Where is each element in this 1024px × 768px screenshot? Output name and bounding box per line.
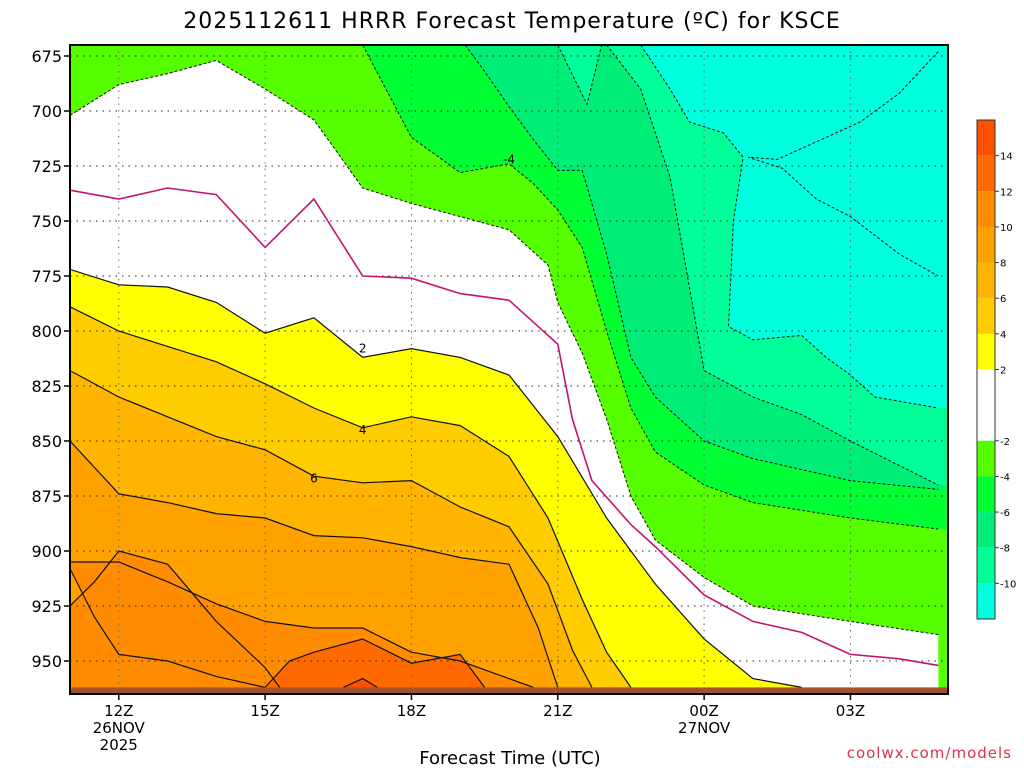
isotherm-3 (606, 45, 939, 486)
chart-title: 2025112611 HRRR Forecast Temperature (ºC… (183, 9, 841, 34)
y-tick-label-800: 800 (31, 322, 62, 341)
colorbar-band-4 (977, 262, 995, 299)
colorbar: 14 12 10 8 6 4 2 -2 -4 -6 -8 -10 (976, 119, 1016, 620)
isotherm-1 (362, 45, 939, 530)
isotherm-6 (747, 51, 939, 277)
colorbar-label--10: -10 (1000, 579, 1016, 590)
colorbar-band-1 (977, 155, 995, 192)
colorbar-label--8: -8 (1000, 544, 1010, 555)
y-tick-label-950: 950 (31, 652, 62, 671)
colorbar-label-2: 2 (1000, 366, 1006, 377)
plot-frame (69, 44, 949, 695)
colorbar-label--4: -4 (1000, 472, 1010, 483)
isotherm-0 (70, 59, 939, 636)
warm-isotherm-3 (70, 440, 559, 688)
grid (70, 45, 948, 694)
warm-isotherm-2 (70, 370, 593, 688)
y-tick-label-850: 850 (31, 432, 62, 451)
x-tick-year-12Z: 2025 (100, 736, 138, 754)
band-plus-10-pocket (70, 551, 280, 694)
x-tick-label-00Z: 00Z (689, 702, 718, 720)
colorbar-band-10 (977, 512, 995, 548)
contour-label-2: 6 (310, 471, 318, 485)
colorbar-label-14: 14 (1000, 152, 1013, 163)
colorbar-band-3 (977, 226, 995, 263)
colorbar-band-12 (977, 583, 995, 619)
y-axis: 675 700 725 750 775 800 825 850 875 900 925 950 (31, 47, 70, 671)
y-tick-label-925: 925 (31, 597, 62, 616)
colorbar-band-7 (977, 369, 995, 441)
x-tick-label-12Z: 12Z (104, 702, 133, 720)
colorbar-band-11 (977, 547, 995, 584)
colorbar-band-2 (977, 191, 995, 227)
colorbar-label--2: -2 (1000, 437, 1010, 448)
contour-label-1: 4 (359, 423, 367, 437)
contour-lines (70, 45, 939, 688)
colorbar-band-8 (977, 440, 995, 477)
colorbar-label-10: 10 (1000, 223, 1013, 234)
y-tick-label-700: 700 (31, 102, 62, 121)
x-tick-date-00Z: 27NOV (678, 719, 731, 737)
isotherm-2 (464, 45, 939, 490)
y-tick-label-775: 775 (31, 267, 62, 286)
isotherm-4 (640, 45, 939, 409)
x-tick-label-21Z: 21Z (543, 702, 572, 720)
warm-isotherm-1 (70, 306, 632, 688)
colorbar-band-6 (977, 333, 995, 370)
colorbar-label-6: 6 (1000, 294, 1006, 305)
y-tick-label-725: 725 (31, 157, 62, 176)
x-axis-label: Forecast Time (UTC) (419, 748, 600, 768)
warm-isotherm-5 (70, 568, 266, 688)
warm-isotherm-7 (264, 638, 486, 688)
isotherm-5 (557, 45, 603, 106)
band-cold-lens (557, 45, 602, 105)
colorbar-band-5 (977, 298, 995, 334)
y-tick-label-875: 875 (31, 487, 62, 506)
y-tick-label-675: 675 (31, 47, 62, 66)
warm-isotherm-6 (70, 550, 281, 688)
plot-area (70, 45, 948, 694)
ground-bar (70, 687, 948, 694)
freezing-line (70, 187, 939, 667)
warm-isotherm-4 (70, 561, 534, 688)
colorbar-band-9 (977, 476, 995, 513)
colorbar-label-4: 4 (1000, 330, 1006, 341)
colorbar-label-12: 12 (1000, 187, 1013, 198)
x-tick-label-15Z: 15Z (250, 702, 279, 720)
colorbar-label--6: -6 (1000, 508, 1010, 519)
warm-isotherm-0 (70, 268, 802, 688)
x-tick-date-12Z: 26NOV (93, 719, 146, 737)
colorbar-band-0 (977, 120, 995, 156)
band-plus-12 (265, 639, 485, 694)
credit-link[interactable]: coolwx.com/models (847, 744, 1012, 762)
x-tick-label-18Z: 18Z (397, 702, 426, 720)
colorbar-label-8: 8 (1000, 259, 1006, 270)
warm-isotherm-8 (342, 677, 378, 688)
x-tick-label-03Z: 03Z (836, 702, 865, 720)
y-tick-label-825: 825 (31, 377, 62, 396)
y-tick-label-750: 750 (31, 212, 62, 231)
contour-label-3: -4 (503, 152, 515, 166)
contour-labels: 2 4 6 -4 (310, 152, 515, 485)
y-tick-label-900: 900 (31, 542, 62, 561)
contour-label-0: 2 (359, 342, 367, 356)
